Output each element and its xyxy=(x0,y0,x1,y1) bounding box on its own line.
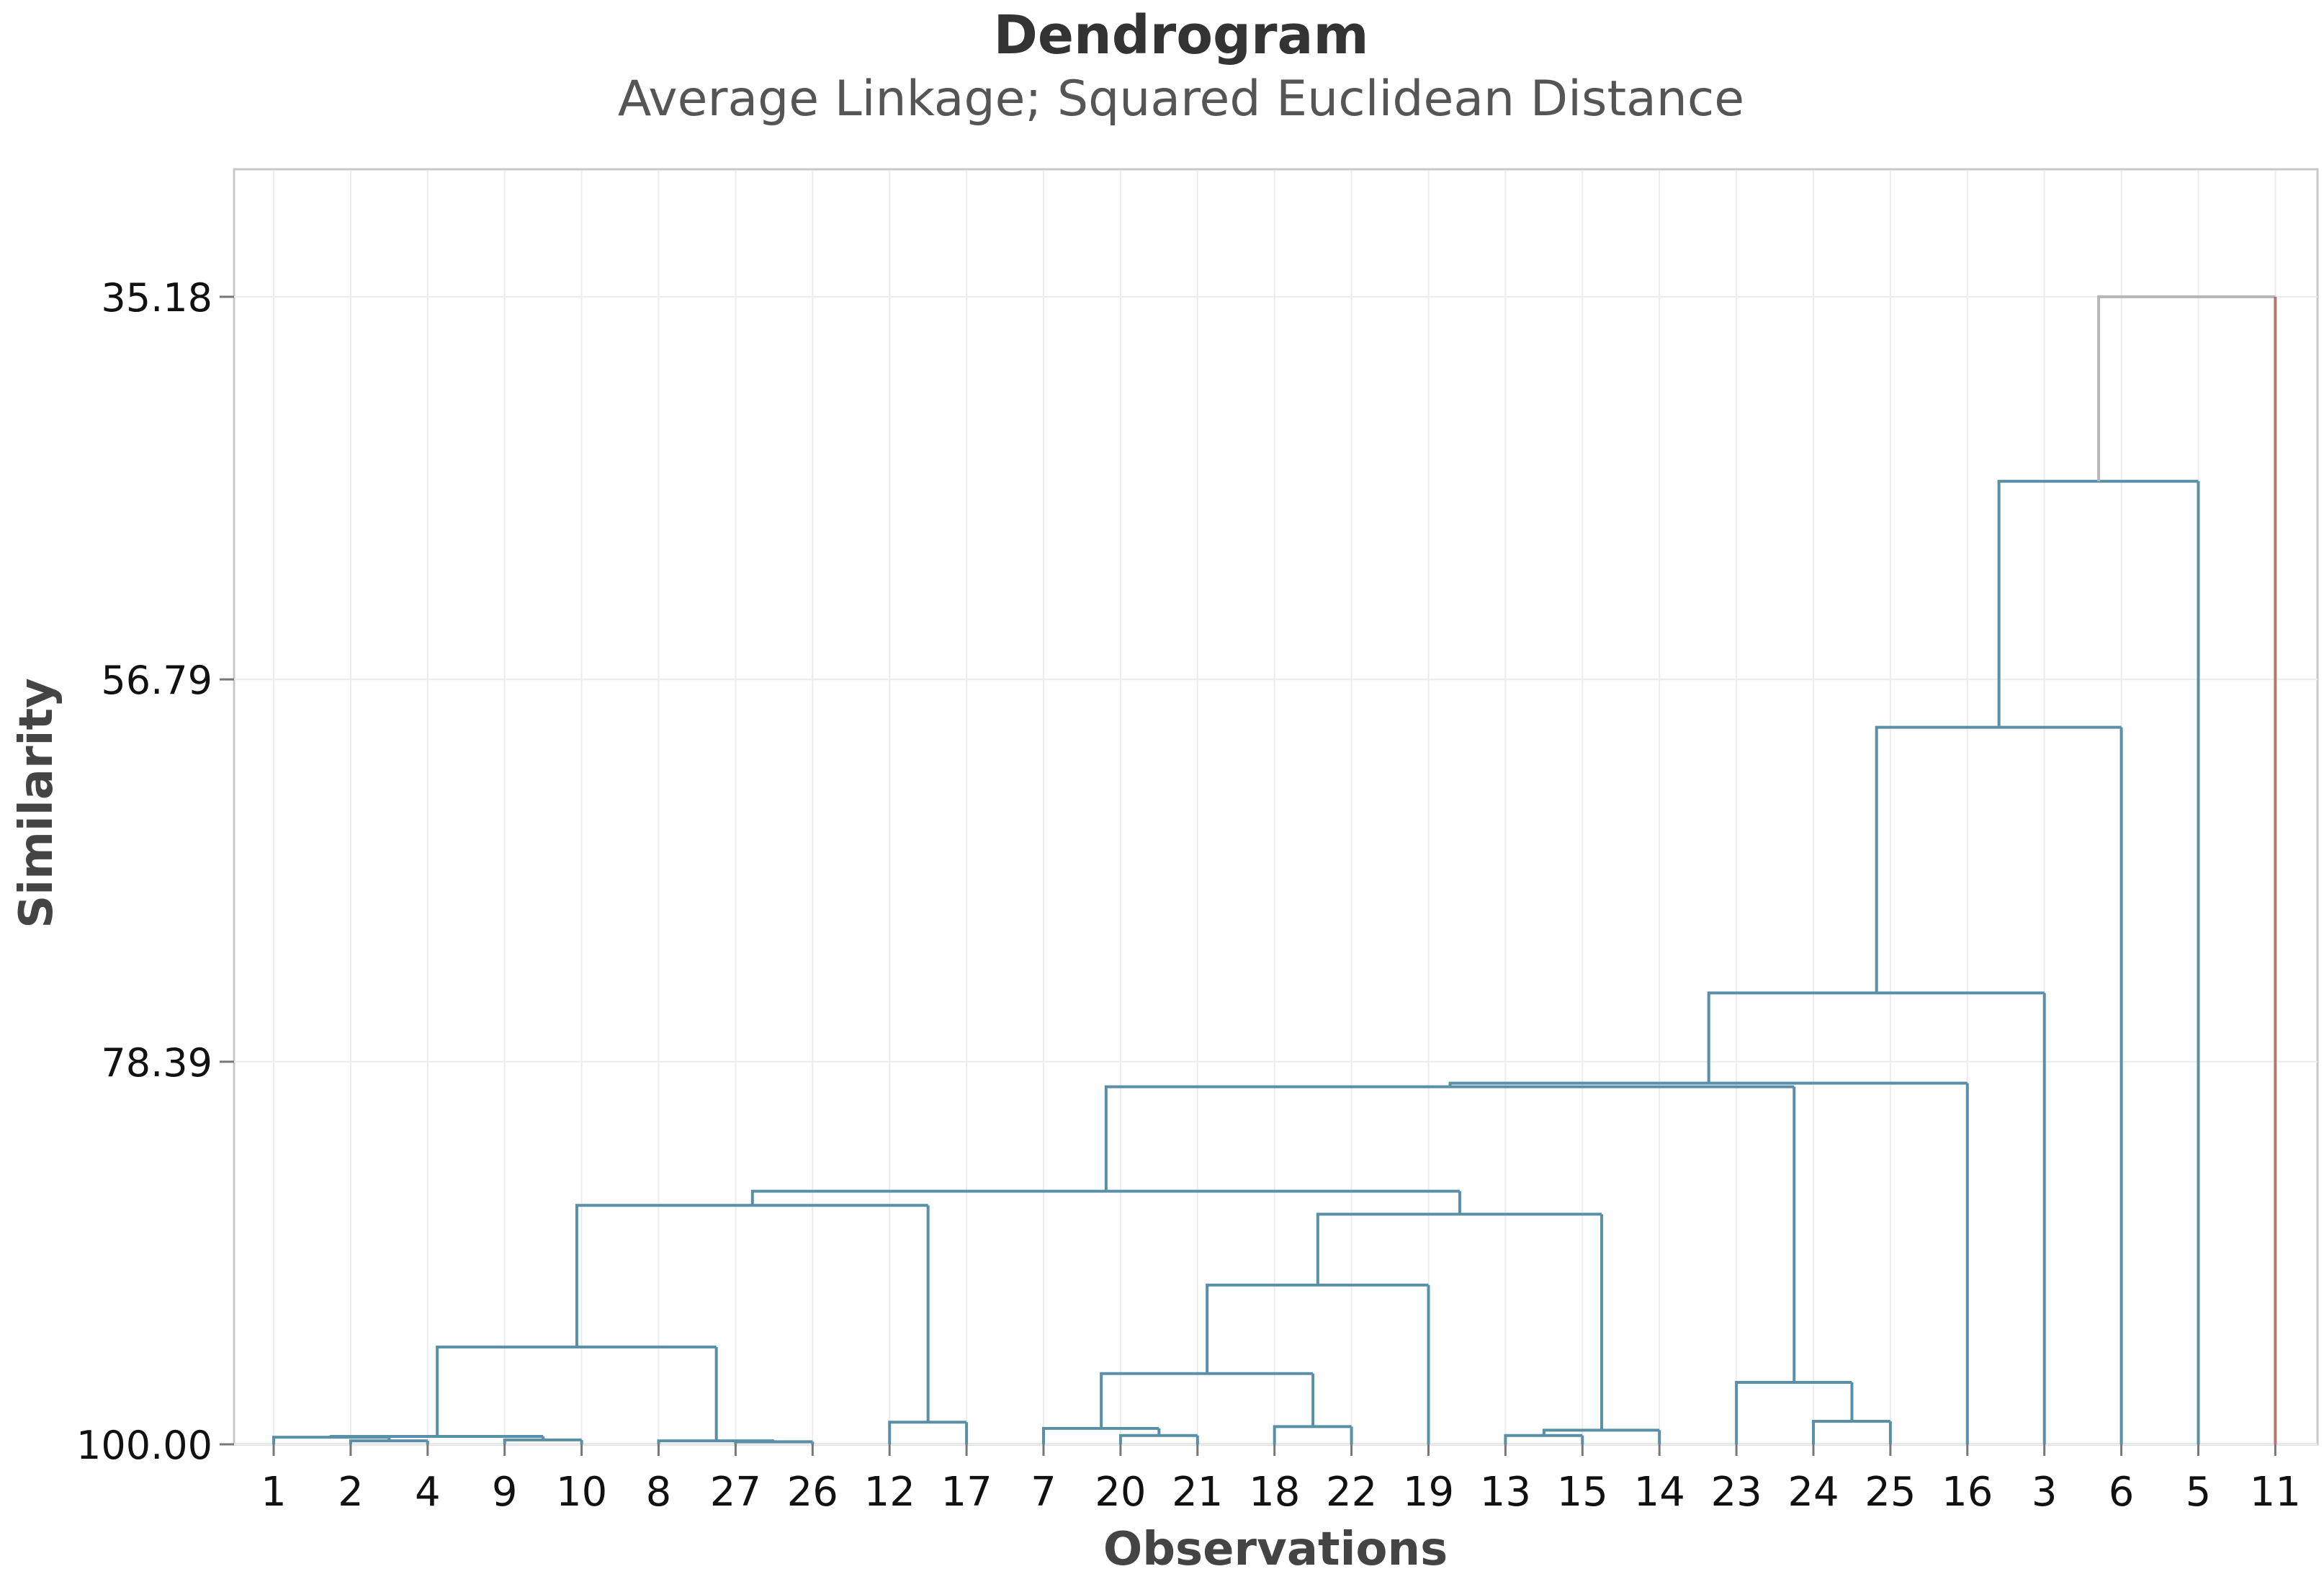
dendrogram-link xyxy=(1042,1426,1159,1444)
x-tick-label: 13 xyxy=(1480,1469,1531,1516)
x-tick-label: 1 xyxy=(261,1469,287,1516)
y-tick-label: 56.79 xyxy=(101,658,212,703)
dendrogram-link xyxy=(1100,1372,1314,1428)
x-tick-label: 6 xyxy=(2109,1469,2135,1516)
dendrogram-link xyxy=(1812,1420,1890,1444)
dendrogram-link xyxy=(1316,1212,1602,1285)
dendrogram-link xyxy=(1504,1434,1583,1444)
dendrogram-link xyxy=(1206,1283,1429,1374)
dendrogram-link xyxy=(1104,1085,1795,1191)
x-axis-label: Observations xyxy=(1103,1523,1448,1574)
x-tick-label: 19 xyxy=(1403,1469,1454,1516)
x-tick-label: 24 xyxy=(1787,1469,1839,1516)
x-tick-label: 17 xyxy=(941,1469,992,1516)
x-tick-label: 11 xyxy=(2250,1469,2301,1516)
dendrogram-link xyxy=(1875,725,2122,993)
x-axis-ticks: 1 2 4 9 10 8 27 26 12 17 7 20 21 18 22 19 13 15 14 23 24 25 16… xyxy=(261,1444,2301,1516)
dendrogram-link xyxy=(1118,1434,1198,1444)
x-tick-label: 14 xyxy=(1634,1469,1685,1516)
y-tick-label: 100.00 xyxy=(76,1423,212,1468)
dendrogram-link xyxy=(1707,991,2045,1083)
dendrogram-link xyxy=(2097,295,2276,482)
x-tick-label: 26 xyxy=(787,1469,838,1516)
chart-title: Dendrogram xyxy=(993,4,1368,66)
x-tick-label: 23 xyxy=(1710,1469,1762,1516)
x-tick-label: 9 xyxy=(492,1469,518,1516)
x-tick-label: 2 xyxy=(338,1469,364,1516)
x-tick-label: 21 xyxy=(1172,1469,1223,1516)
dendrogram-link xyxy=(330,1434,544,1438)
x-tick-label: 27 xyxy=(710,1469,761,1516)
dendrogram-link xyxy=(575,1204,928,1347)
x-tick-label: 15 xyxy=(1557,1469,1608,1516)
x-tick-label: 5 xyxy=(2186,1469,2212,1516)
x-tick-label: 18 xyxy=(1249,1469,1300,1516)
y-axis-ticks: 35.18 56.79 78.39 100.00 xyxy=(76,275,234,1468)
dendrogram-link xyxy=(657,1439,774,1444)
dendrogram-link xyxy=(436,1345,717,1436)
dendrogram-link xyxy=(750,1189,1460,1206)
x-tick-label: 12 xyxy=(864,1469,915,1516)
dendrogram-link xyxy=(1448,1081,1968,1087)
dendrogram-link xyxy=(503,1438,582,1444)
x-tick-label: 7 xyxy=(1031,1469,1056,1516)
dendrogram-link xyxy=(1735,1380,1852,1444)
x-tick-label: 8 xyxy=(646,1469,672,1516)
dendrogram-link xyxy=(1542,1428,1660,1436)
dendrogram-link xyxy=(349,1439,428,1444)
y-tick-label: 78.39 xyxy=(101,1040,212,1086)
x-tick-label: 16 xyxy=(1942,1469,1993,1516)
x-tick-label: 4 xyxy=(415,1469,441,1516)
y-tick-label: 35.18 xyxy=(101,275,212,321)
dendrogram-link xyxy=(1273,1425,1352,1444)
dendrogram-links xyxy=(272,295,2277,1444)
chart-subtitle: Average Linkage; Squared Euclidean Dista… xyxy=(618,71,1744,128)
x-tick-label: 3 xyxy=(2032,1469,2058,1516)
x-tick-label: 22 xyxy=(1326,1469,1377,1516)
x-tick-label: 20 xyxy=(1095,1469,1146,1516)
x-tick-label: 10 xyxy=(556,1469,607,1516)
dendrogram-link xyxy=(1997,480,2199,728)
gridlines xyxy=(234,171,2318,1445)
dendrogram-link xyxy=(888,1421,967,1444)
plot-frame xyxy=(233,168,2319,1446)
x-tick-label: 25 xyxy=(1865,1469,1916,1516)
y-axis-label: Similarity xyxy=(10,678,63,929)
